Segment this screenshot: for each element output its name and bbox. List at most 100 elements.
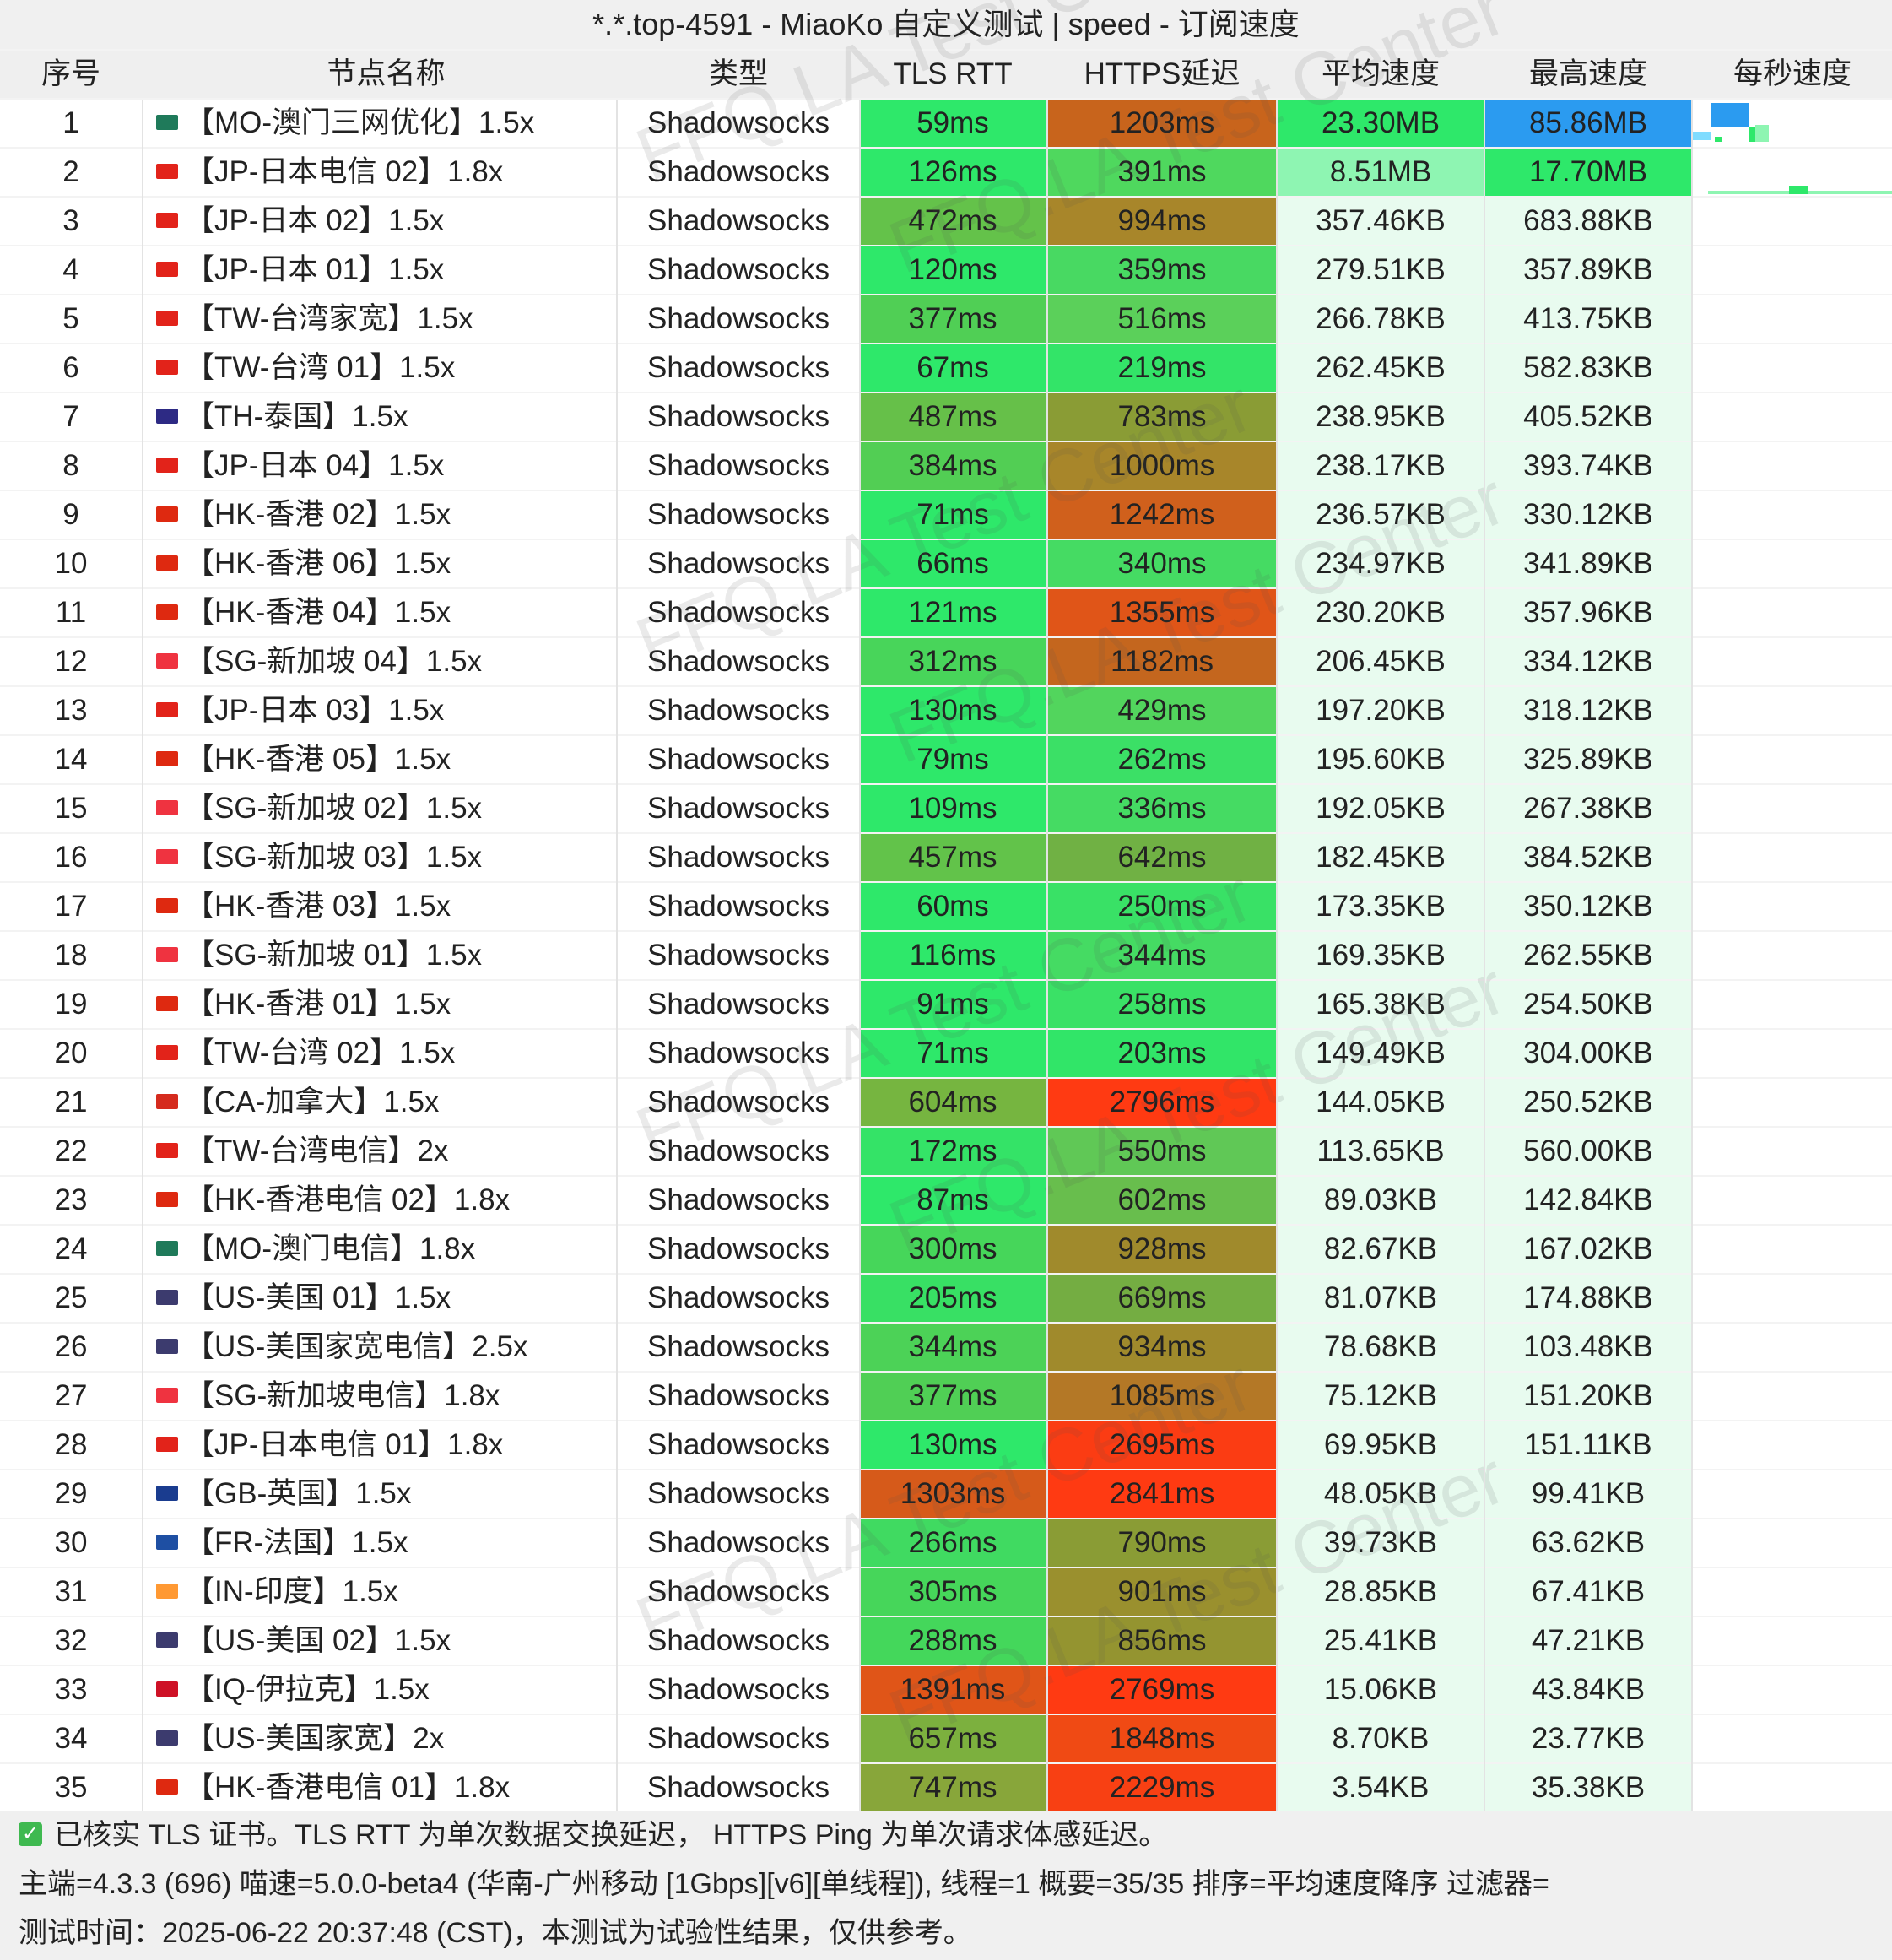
column-header-node-name: 节点名称 xyxy=(327,57,446,90)
per-second-speed-sparkline xyxy=(1693,638,1892,685)
table-row: 33 【IQ-伊拉克】1.5x Shadowsocks 1391ms 2769ms 15.… xyxy=(0,1666,1892,1714)
max-speed-value: 350.12KB xyxy=(1485,883,1691,930)
country-flag-icon xyxy=(156,848,178,864)
tls-rtt-value: 384ms xyxy=(859,442,1046,490)
country-flag-icon xyxy=(156,1093,178,1109)
row-index: 3 xyxy=(62,204,79,237)
country-flag-icon xyxy=(156,310,178,326)
max-speed-value: 318.12KB xyxy=(1485,687,1691,734)
https-latency-value: 642ms xyxy=(1048,834,1276,881)
tls-rtt-value: 305ms xyxy=(859,1568,1046,1616)
https-latency-value: 1355ms xyxy=(1048,589,1276,636)
protocol-type: Shadowsocks xyxy=(647,1086,830,1118)
node-name: 【CA-加拿大】1.5x xyxy=(185,1086,440,1118)
protocol-type: Shadowsocks xyxy=(647,1722,830,1755)
row-index: 16 xyxy=(54,841,88,874)
https-latency-value: 1242ms xyxy=(1048,491,1276,539)
protocol-type: Shadowsocks xyxy=(647,743,830,776)
node-name-cell: 【SG-新加坡 02】1.5x xyxy=(156,785,616,832)
average-speed-value: 28.85KB xyxy=(1278,1568,1484,1616)
per-second-speed-sparkline xyxy=(1693,1568,1892,1616)
max-speed-value: 357.96KB xyxy=(1485,589,1691,636)
table-body: 1 【MO-澳门三网优化】1.5x Shadowsocks 59ms 1203ms 23.… xyxy=(0,100,1892,1813)
per-second-speed-sparkline xyxy=(1693,589,1892,636)
tls-rtt-value: 121ms xyxy=(859,589,1046,636)
row-index: 33 xyxy=(54,1673,88,1706)
table-row: 27 【SG-新加坡电信】1.8x Shadowsocks 377ms 1085ms 75… xyxy=(0,1373,1892,1420)
table-row: 23 【HK-香港电信 02】1.8x Shadowsocks 87ms 602ms 89… xyxy=(0,1177,1892,1224)
https-latency-value: 250ms xyxy=(1048,883,1276,930)
https-latency-value: 928ms xyxy=(1048,1226,1276,1273)
https-latency-value: 258ms xyxy=(1048,981,1276,1028)
protocol-type: Shadowsocks xyxy=(647,351,830,384)
max-speed-value: 47.21KB xyxy=(1485,1617,1691,1665)
per-second-speed-sparkline xyxy=(1693,736,1892,783)
average-speed-value: 182.45KB xyxy=(1278,834,1484,881)
table-row: 11 【HK-香港 04】1.5x Shadowsocks 121ms 1355ms 23… xyxy=(0,589,1892,636)
max-speed-value: 341.89KB xyxy=(1485,540,1691,587)
row-index: 1 xyxy=(62,106,79,139)
tls-rtt-value: 91ms xyxy=(859,981,1046,1028)
tls-rtt-value: 60ms xyxy=(859,883,1046,930)
node-name-cell: 【JP-日本电信 01】1.8x xyxy=(156,1421,616,1469)
per-second-speed-sparkline xyxy=(1693,100,1892,147)
row-index: 15 xyxy=(54,792,88,825)
per-second-speed-sparkline xyxy=(1693,344,1892,392)
protocol-type: Shadowsocks xyxy=(647,204,830,237)
row-index: 27 xyxy=(54,1379,88,1412)
average-speed-value: 195.60KB xyxy=(1278,736,1484,783)
protocol-type: Shadowsocks xyxy=(647,890,830,923)
max-speed-value: 85.86MB xyxy=(1485,100,1691,147)
per-second-speed-sparkline xyxy=(1693,883,1892,930)
node-name-cell: 【TH-泰国】1.5x xyxy=(156,393,616,441)
node-name: 【JP-日本 02】1.5x xyxy=(185,204,445,237)
row-index: 10 xyxy=(54,547,88,580)
column-header-index: 序号 xyxy=(41,57,100,90)
footer-tls-note: ✓ 已核实 TLS 证书。TLS RTT 为单次数据交换延迟， HTTPS Pin… xyxy=(19,1811,1167,1859)
window-title: *.*.top-4591 - MiaoKo 自定义测试 | speed - 订阅… xyxy=(0,0,1892,49)
row-index: 13 xyxy=(54,694,88,727)
https-latency-value: 602ms xyxy=(1048,1177,1276,1224)
tls-rtt-value: 126ms xyxy=(859,149,1046,196)
table-row: 31 【IN-印度】1.5x Shadowsocks 305ms 901ms 28.85K… xyxy=(0,1568,1892,1616)
country-flag-icon xyxy=(156,1681,178,1697)
protocol-type: Shadowsocks xyxy=(647,1624,830,1657)
tls-rtt-value: 377ms xyxy=(859,295,1046,343)
node-name: 【HK-香港电信 01】1.8x xyxy=(185,1771,511,1804)
country-flag-icon xyxy=(156,946,178,962)
average-speed-value: 173.35KB xyxy=(1278,883,1484,930)
average-speed-value: 206.45KB xyxy=(1278,638,1484,685)
country-flag-icon xyxy=(156,555,178,571)
country-flag-icon xyxy=(156,1338,178,1354)
node-name: 【SG-新加坡电信】1.8x xyxy=(185,1379,500,1412)
tls-rtt-value: 266ms xyxy=(859,1519,1046,1567)
max-speed-value: 254.50KB xyxy=(1485,981,1691,1028)
table-row: 13 【JP-日本 03】1.5x Shadowsocks 130ms 429ms 197… xyxy=(0,687,1892,734)
max-speed-value: 174.88KB xyxy=(1485,1275,1691,1322)
https-latency-value: 262ms xyxy=(1048,736,1276,783)
average-speed-value: 78.68KB xyxy=(1278,1324,1484,1371)
max-speed-value: 17.70MB xyxy=(1485,149,1691,196)
table-row: 5 【TW-台湾家宽】1.5x Shadowsocks 377ms 516ms 266.7… xyxy=(0,295,1892,343)
table-row: 25 【US-美国 01】1.5x Shadowsocks 205ms 669ms 81.… xyxy=(0,1275,1892,1322)
row-index: 14 xyxy=(54,743,88,776)
table-row: 7 【TH-泰国】1.5x Shadowsocks 487ms 783ms 238.95K… xyxy=(0,393,1892,441)
node-name-cell: 【US-美国家宽】2x xyxy=(156,1715,616,1762)
per-second-speed-sparkline xyxy=(1693,1324,1892,1371)
country-flag-icon xyxy=(156,1240,178,1256)
max-speed-value: 405.52KB xyxy=(1485,393,1691,441)
per-second-speed-sparkline xyxy=(1693,1275,1892,1322)
node-name-cell: 【HK-香港电信 02】1.8x xyxy=(156,1177,616,1224)
protocol-type: Shadowsocks xyxy=(647,1037,830,1069)
max-speed-value: 63.62KB xyxy=(1485,1519,1691,1567)
max-speed-value: 334.12KB xyxy=(1485,638,1691,685)
node-name-cell: 【TW-台湾家宽】1.5x xyxy=(156,295,616,343)
node-name: 【JP-日本电信 01】1.8x xyxy=(185,1428,504,1461)
tls-rtt-value: 604ms xyxy=(859,1079,1046,1126)
footer-config-line: 主端=4.3.3 (696) 喵速=5.0.0-beta4 (华南-广州移动 [… xyxy=(19,1868,1549,1900)
country-flag-icon xyxy=(156,1632,178,1648)
node-name: 【HK-香港电信 02】1.8x xyxy=(185,1183,511,1216)
per-second-speed-sparkline xyxy=(1693,1226,1892,1273)
column-header-tls-rtt: TLS RTT xyxy=(893,57,1013,90)
max-speed-value: 267.38KB xyxy=(1485,785,1691,832)
